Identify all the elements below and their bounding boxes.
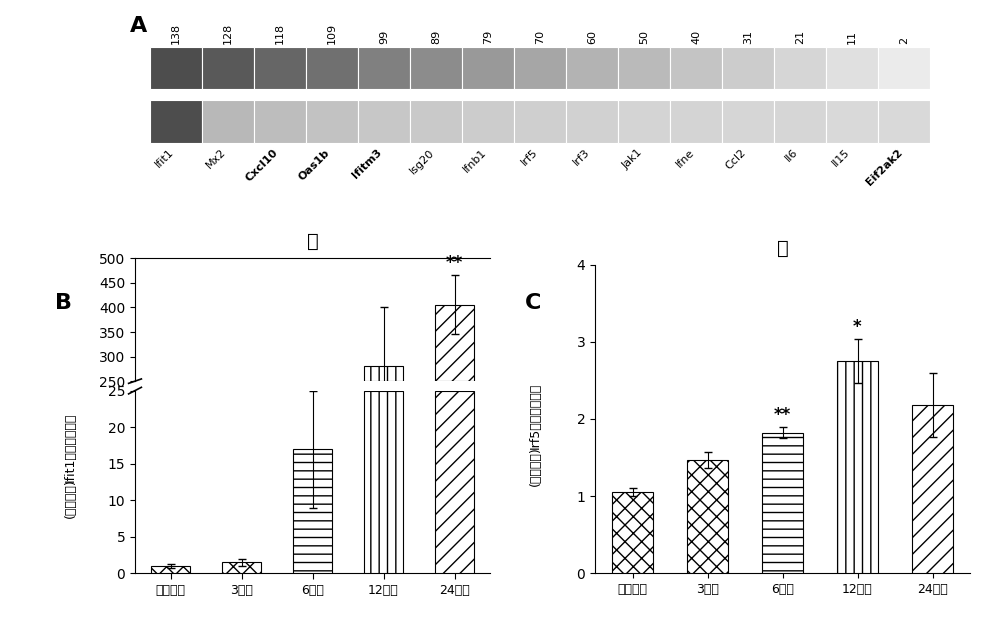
Bar (618, 100, 670, 143)
Bar (358, 47, 410, 89)
Bar (826, 47, 878, 89)
Text: **: ** (774, 406, 791, 423)
Text: *: * (853, 318, 862, 336)
Text: 2: 2 (899, 37, 909, 45)
Bar (826, 100, 878, 143)
Bar (293, 449, 332, 573)
Bar (150, 100, 202, 143)
Bar (514, 100, 566, 143)
Bar (722, 47, 774, 89)
Bar (364, 391, 403, 573)
Bar (202, 47, 254, 89)
Bar (670, 47, 722, 89)
Bar (358, 100, 410, 143)
Text: A: A (130, 16, 147, 36)
Text: Ifne: Ifne (674, 147, 696, 169)
Text: 118: 118 (275, 23, 285, 45)
Bar (222, 563, 261, 573)
Bar (435, 305, 474, 381)
Bar (612, 492, 653, 573)
Text: 70: 70 (535, 30, 545, 45)
Text: 40: 40 (691, 30, 701, 45)
Bar (722, 100, 774, 143)
Text: Ifitm3: Ifitm3 (351, 147, 384, 181)
Text: 99: 99 (379, 30, 389, 45)
Bar (566, 100, 618, 143)
Text: Il6: Il6 (783, 147, 800, 164)
Bar (618, 47, 670, 89)
Bar (878, 100, 930, 143)
Bar (151, 566, 190, 573)
Bar (410, 100, 462, 143)
Text: (倍数变化): (倍数变化) (64, 478, 76, 518)
Text: 60: 60 (587, 30, 597, 45)
Bar (566, 47, 618, 89)
Text: Mx2: Mx2 (204, 147, 228, 171)
Text: B: B (55, 293, 72, 313)
Text: Irf5基因表达水平: Irf5基因表达水平 (528, 382, 542, 449)
Text: Ifit1: Ifit1 (154, 147, 176, 169)
Text: Eif2ak2: Eif2ak2 (864, 147, 904, 187)
Text: 79: 79 (483, 30, 493, 45)
Text: 50: 50 (639, 30, 649, 45)
Text: Oas1b: Oas1b (297, 147, 332, 182)
Bar (254, 100, 306, 143)
Text: 21: 21 (795, 30, 805, 45)
Bar (435, 391, 474, 573)
Text: Ccl2: Ccl2 (724, 147, 748, 171)
Text: Cxcl10: Cxcl10 (244, 147, 280, 183)
Bar (150, 47, 202, 89)
Text: **: ** (446, 253, 463, 272)
Title: 脑: 脑 (777, 239, 788, 258)
Text: 31: 31 (743, 30, 753, 45)
Text: 109: 109 (327, 23, 337, 45)
Text: Ifnb1: Ifnb1 (461, 147, 488, 175)
Bar (774, 47, 826, 89)
Bar (774, 100, 826, 143)
Text: Jak1: Jak1 (620, 147, 644, 171)
Title: 脑: 脑 (307, 232, 318, 251)
Text: Isg20: Isg20 (408, 147, 436, 176)
Bar (912, 405, 953, 573)
Bar (306, 100, 358, 143)
Text: 128: 128 (223, 23, 233, 45)
Bar (364, 367, 403, 381)
Bar (670, 100, 722, 143)
Text: 138: 138 (171, 23, 181, 45)
Bar (306, 47, 358, 89)
Bar (462, 100, 514, 143)
Bar (202, 100, 254, 143)
Text: C: C (525, 293, 541, 313)
Text: 11: 11 (847, 30, 857, 45)
Text: (倍数变化): (倍数变化) (528, 446, 542, 486)
Bar (837, 361, 878, 573)
Text: Irf3: Irf3 (572, 147, 592, 168)
Bar (762, 433, 803, 573)
Bar (514, 47, 566, 89)
Text: Ifit1基因表达水平: Ifit1基因表达水平 (64, 413, 76, 482)
Text: Irf5: Irf5 (520, 147, 540, 168)
Text: 89: 89 (431, 30, 441, 45)
Bar (462, 47, 514, 89)
Bar (254, 47, 306, 89)
Bar (878, 47, 930, 89)
Bar (410, 47, 462, 89)
Text: Il15: Il15 (831, 147, 852, 169)
Bar (687, 460, 728, 573)
